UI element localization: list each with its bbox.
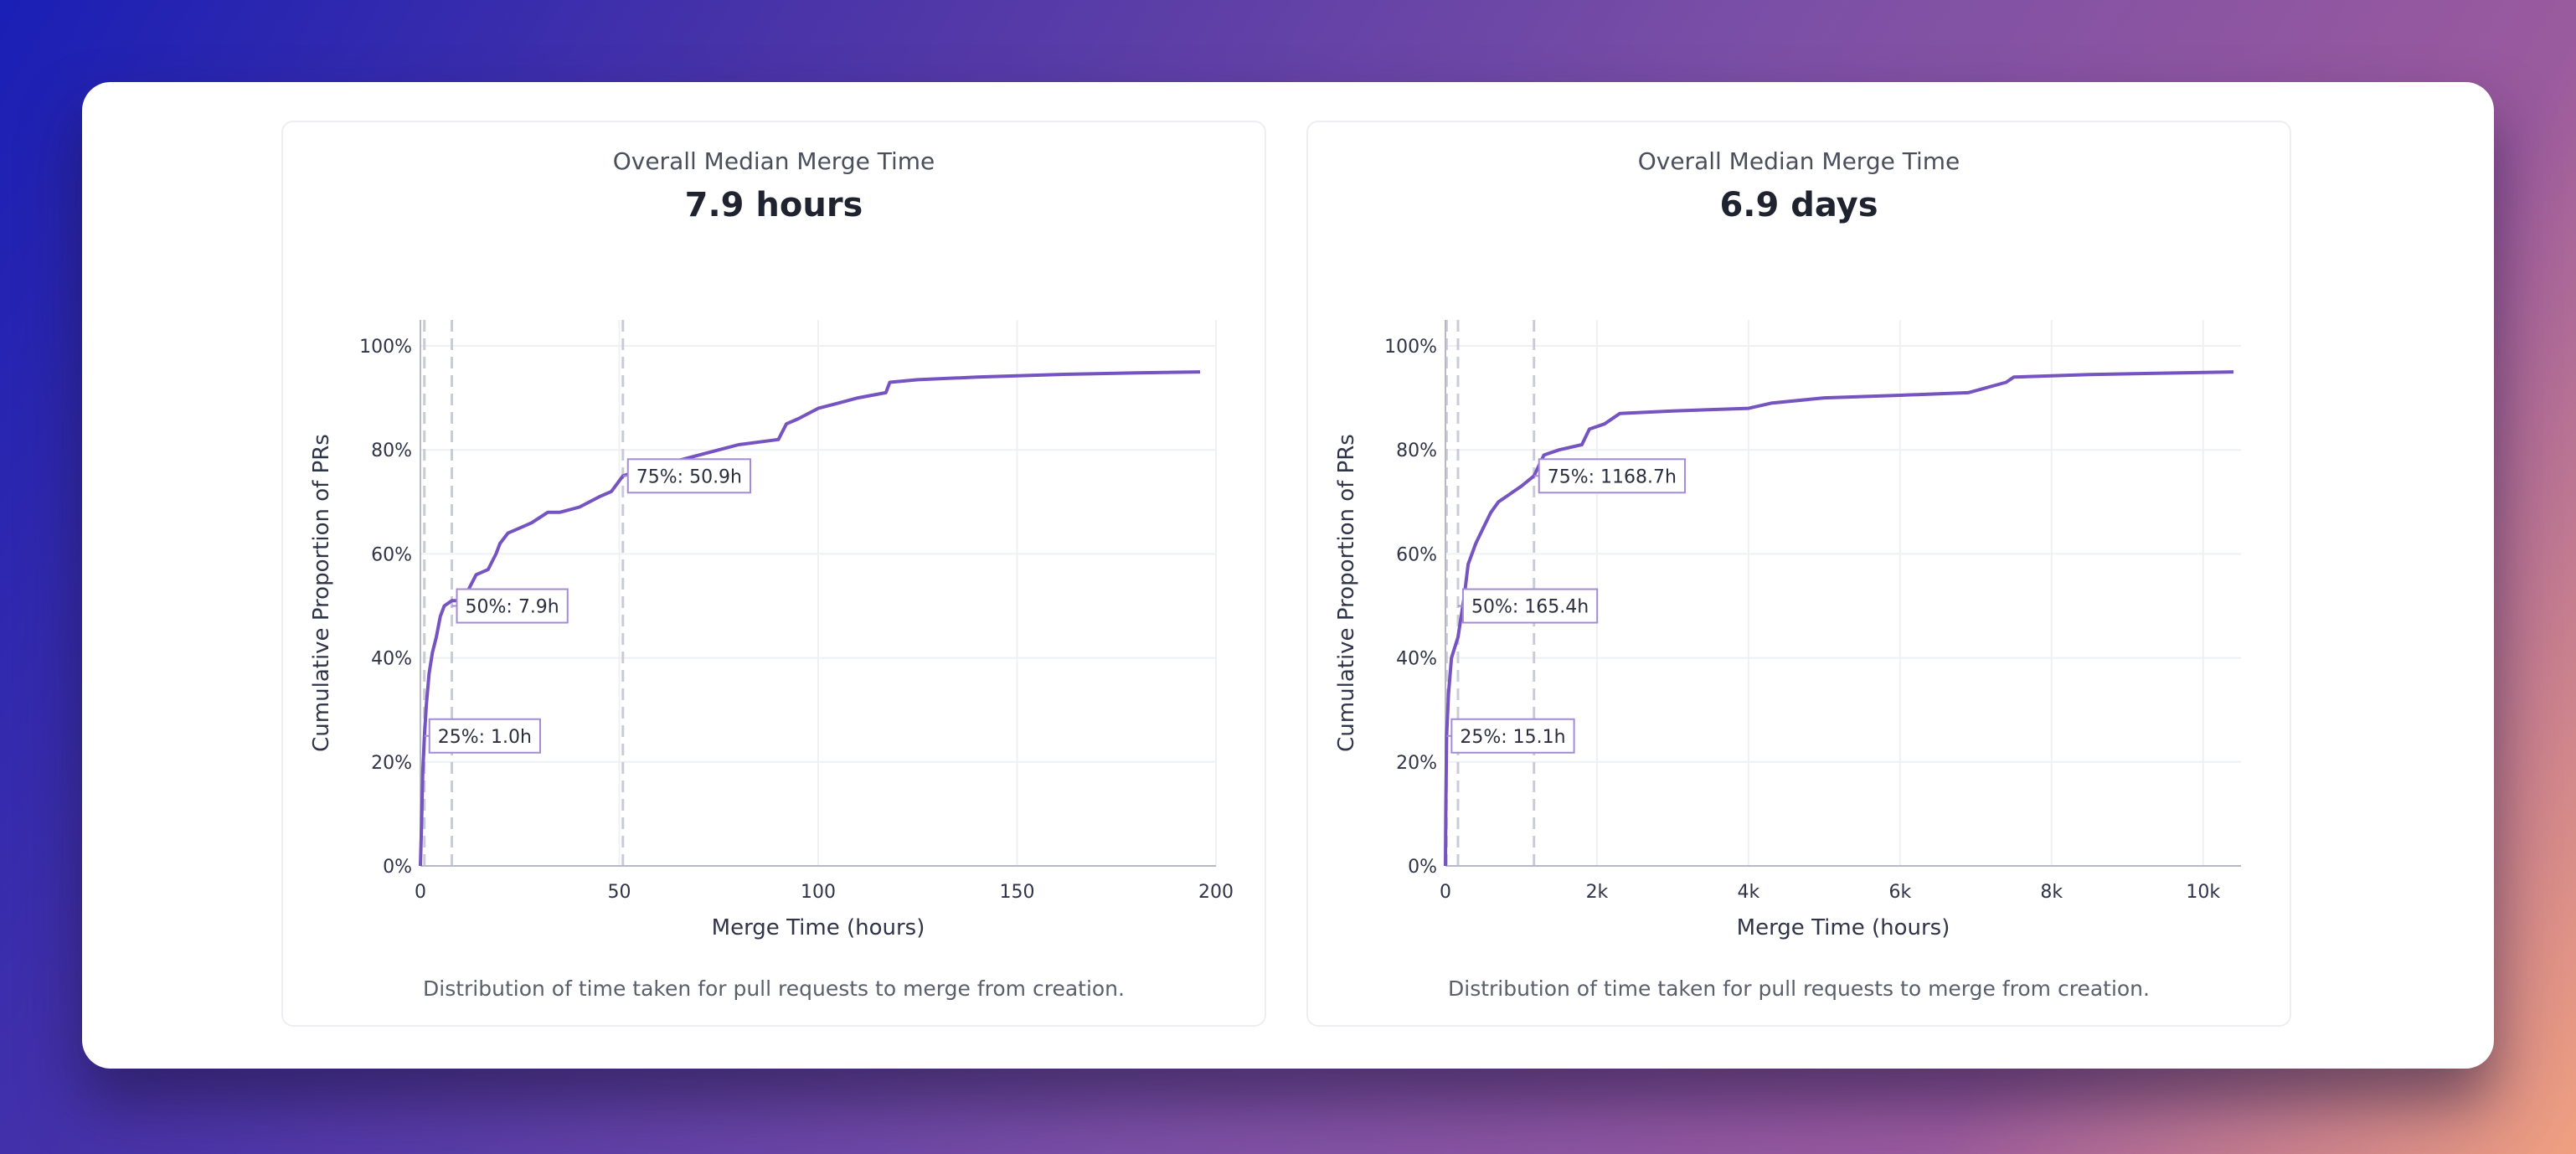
- percentile-annotation: 50%: 7.9h: [451, 588, 569, 624]
- y-axis-title: Cumulative Proportion of PRs: [309, 434, 334, 752]
- percentile-annotation: 25%: 1.0h: [424, 718, 541, 754]
- percentile-annotation: 75%: 50.9h: [622, 458, 752, 494]
- y-tick-label: 60%: [1396, 544, 1437, 565]
- x-tick-label: 8k: [2040, 882, 2063, 903]
- y-tick-label: 100%: [1384, 337, 1437, 358]
- x-tick-label: 100: [801, 882, 836, 903]
- metric-value: 7.9 hours: [684, 186, 863, 224]
- annotation-box: [1450, 718, 1575, 754]
- metric-label: Overall Median Merge Time: [1637, 147, 1960, 175]
- percentile-annotation: 75%: 1168.7h: [1533, 458, 1686, 494]
- y-tick-label: 80%: [1396, 440, 1437, 461]
- x-tick-label: 0: [1440, 882, 1451, 903]
- y-tick-label: 40%: [1396, 649, 1437, 670]
- annotation-label: 75%: 1168.7h: [1548, 466, 1677, 487]
- merge-time-cdf-chart-2[interactable]: 0 2k 4k 6k 8k 10k 0% 20% 40% 60% 80% 100% Merge Time…: [1308, 122, 2293, 960]
- y-axis-title: Cumulative Proportion of PRs: [1334, 434, 1359, 752]
- x-tick-label: 0: [415, 882, 426, 903]
- x-axis-title: Merge Time (hours): [1737, 915, 1950, 940]
- annotation-box: [626, 458, 752, 494]
- y-tick-label: 60%: [371, 544, 412, 565]
- annotation-box: [428, 718, 541, 754]
- merge-time-card-2: Overall Median Merge Time 6.9 days 0 2k 4k…: [1306, 121, 2291, 1027]
- metric-label: Overall Median Merge Time: [612, 147, 935, 175]
- cdf-series-line: [419, 370, 1201, 867]
- merge-time-card-1: Overall Median Merge Time 7.9 hours 0 50 1…: [281, 121, 1266, 1027]
- y-tick-label: 20%: [371, 753, 412, 774]
- y-tick-label: 20%: [1396, 753, 1437, 774]
- y-tick-label: 0%: [1408, 857, 1437, 878]
- annotation-label: 50%: 7.9h: [466, 597, 559, 618]
- x-tick-label: 2k: [1586, 882, 1609, 903]
- screenshot-frame: Overall Median Merge Time 7.9 hours 0 50 1…: [82, 82, 2494, 1069]
- x-tick-label: 10k: [2186, 882, 2220, 903]
- x-tick-label: 150: [1000, 882, 1035, 903]
- y-tick-label: 40%: [371, 649, 412, 670]
- y-tick-label: 0%: [383, 857, 412, 878]
- x-tick-label: 4k: [1738, 882, 1760, 903]
- annotation-box: [1538, 458, 1686, 494]
- annotation-box: [1461, 588, 1599, 624]
- x-tick-label: 50: [608, 882, 631, 903]
- chart-caption: Distribution of time taken for pull requ…: [423, 976, 1125, 1001]
- percentile-annotation: 25%: 15.1h: [1446, 718, 1575, 754]
- merge-time-cdf-chart-1[interactable]: 0 50 100 150 200 0% 20% 40% 60% 80% 100% Merge Time…: [283, 122, 1268, 960]
- annotation-label: 75%: 50.9h: [636, 466, 742, 487]
- metric-value: 6.9 days: [1719, 186, 1878, 224]
- percentile-annotation: 50%: 165.4h: [1457, 588, 1599, 624]
- chart-caption: Distribution of time taken for pull requ…: [1448, 976, 2150, 1001]
- annotation-label: 25%: 15.1h: [1460, 727, 1565, 748]
- y-tick-label: 80%: [371, 440, 412, 461]
- annotation-label: 50%: 165.4h: [1471, 597, 1589, 618]
- annotation-box: [456, 588, 569, 624]
- x-tick-label: 200: [1198, 882, 1234, 903]
- x-tick-label: 6k: [1888, 882, 1911, 903]
- y-tick-label: 100%: [359, 337, 412, 358]
- x-axis-title: Merge Time (hours): [712, 915, 925, 940]
- annotation-label: 25%: 1.0h: [438, 727, 532, 748]
